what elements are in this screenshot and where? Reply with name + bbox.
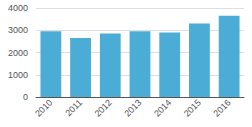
svg-text:2016: 2016 [211, 97, 232, 118]
svg-text:2012: 2012 [93, 97, 114, 118]
svg-text:3000: 3000 [8, 25, 28, 35]
svg-text:0: 0 [23, 92, 28, 102]
svg-text:2014: 2014 [152, 97, 173, 118]
svg-text:2013: 2013 [122, 97, 143, 118]
svg-text:2000: 2000 [8, 48, 28, 58]
svg-text:4000: 4000 [8, 3, 28, 13]
svg-text:2010: 2010 [33, 97, 54, 118]
svg-text:2015: 2015 [182, 97, 203, 118]
svg-text:2011: 2011 [63, 97, 84, 118]
svg-text:1000: 1000 [8, 70, 28, 80]
